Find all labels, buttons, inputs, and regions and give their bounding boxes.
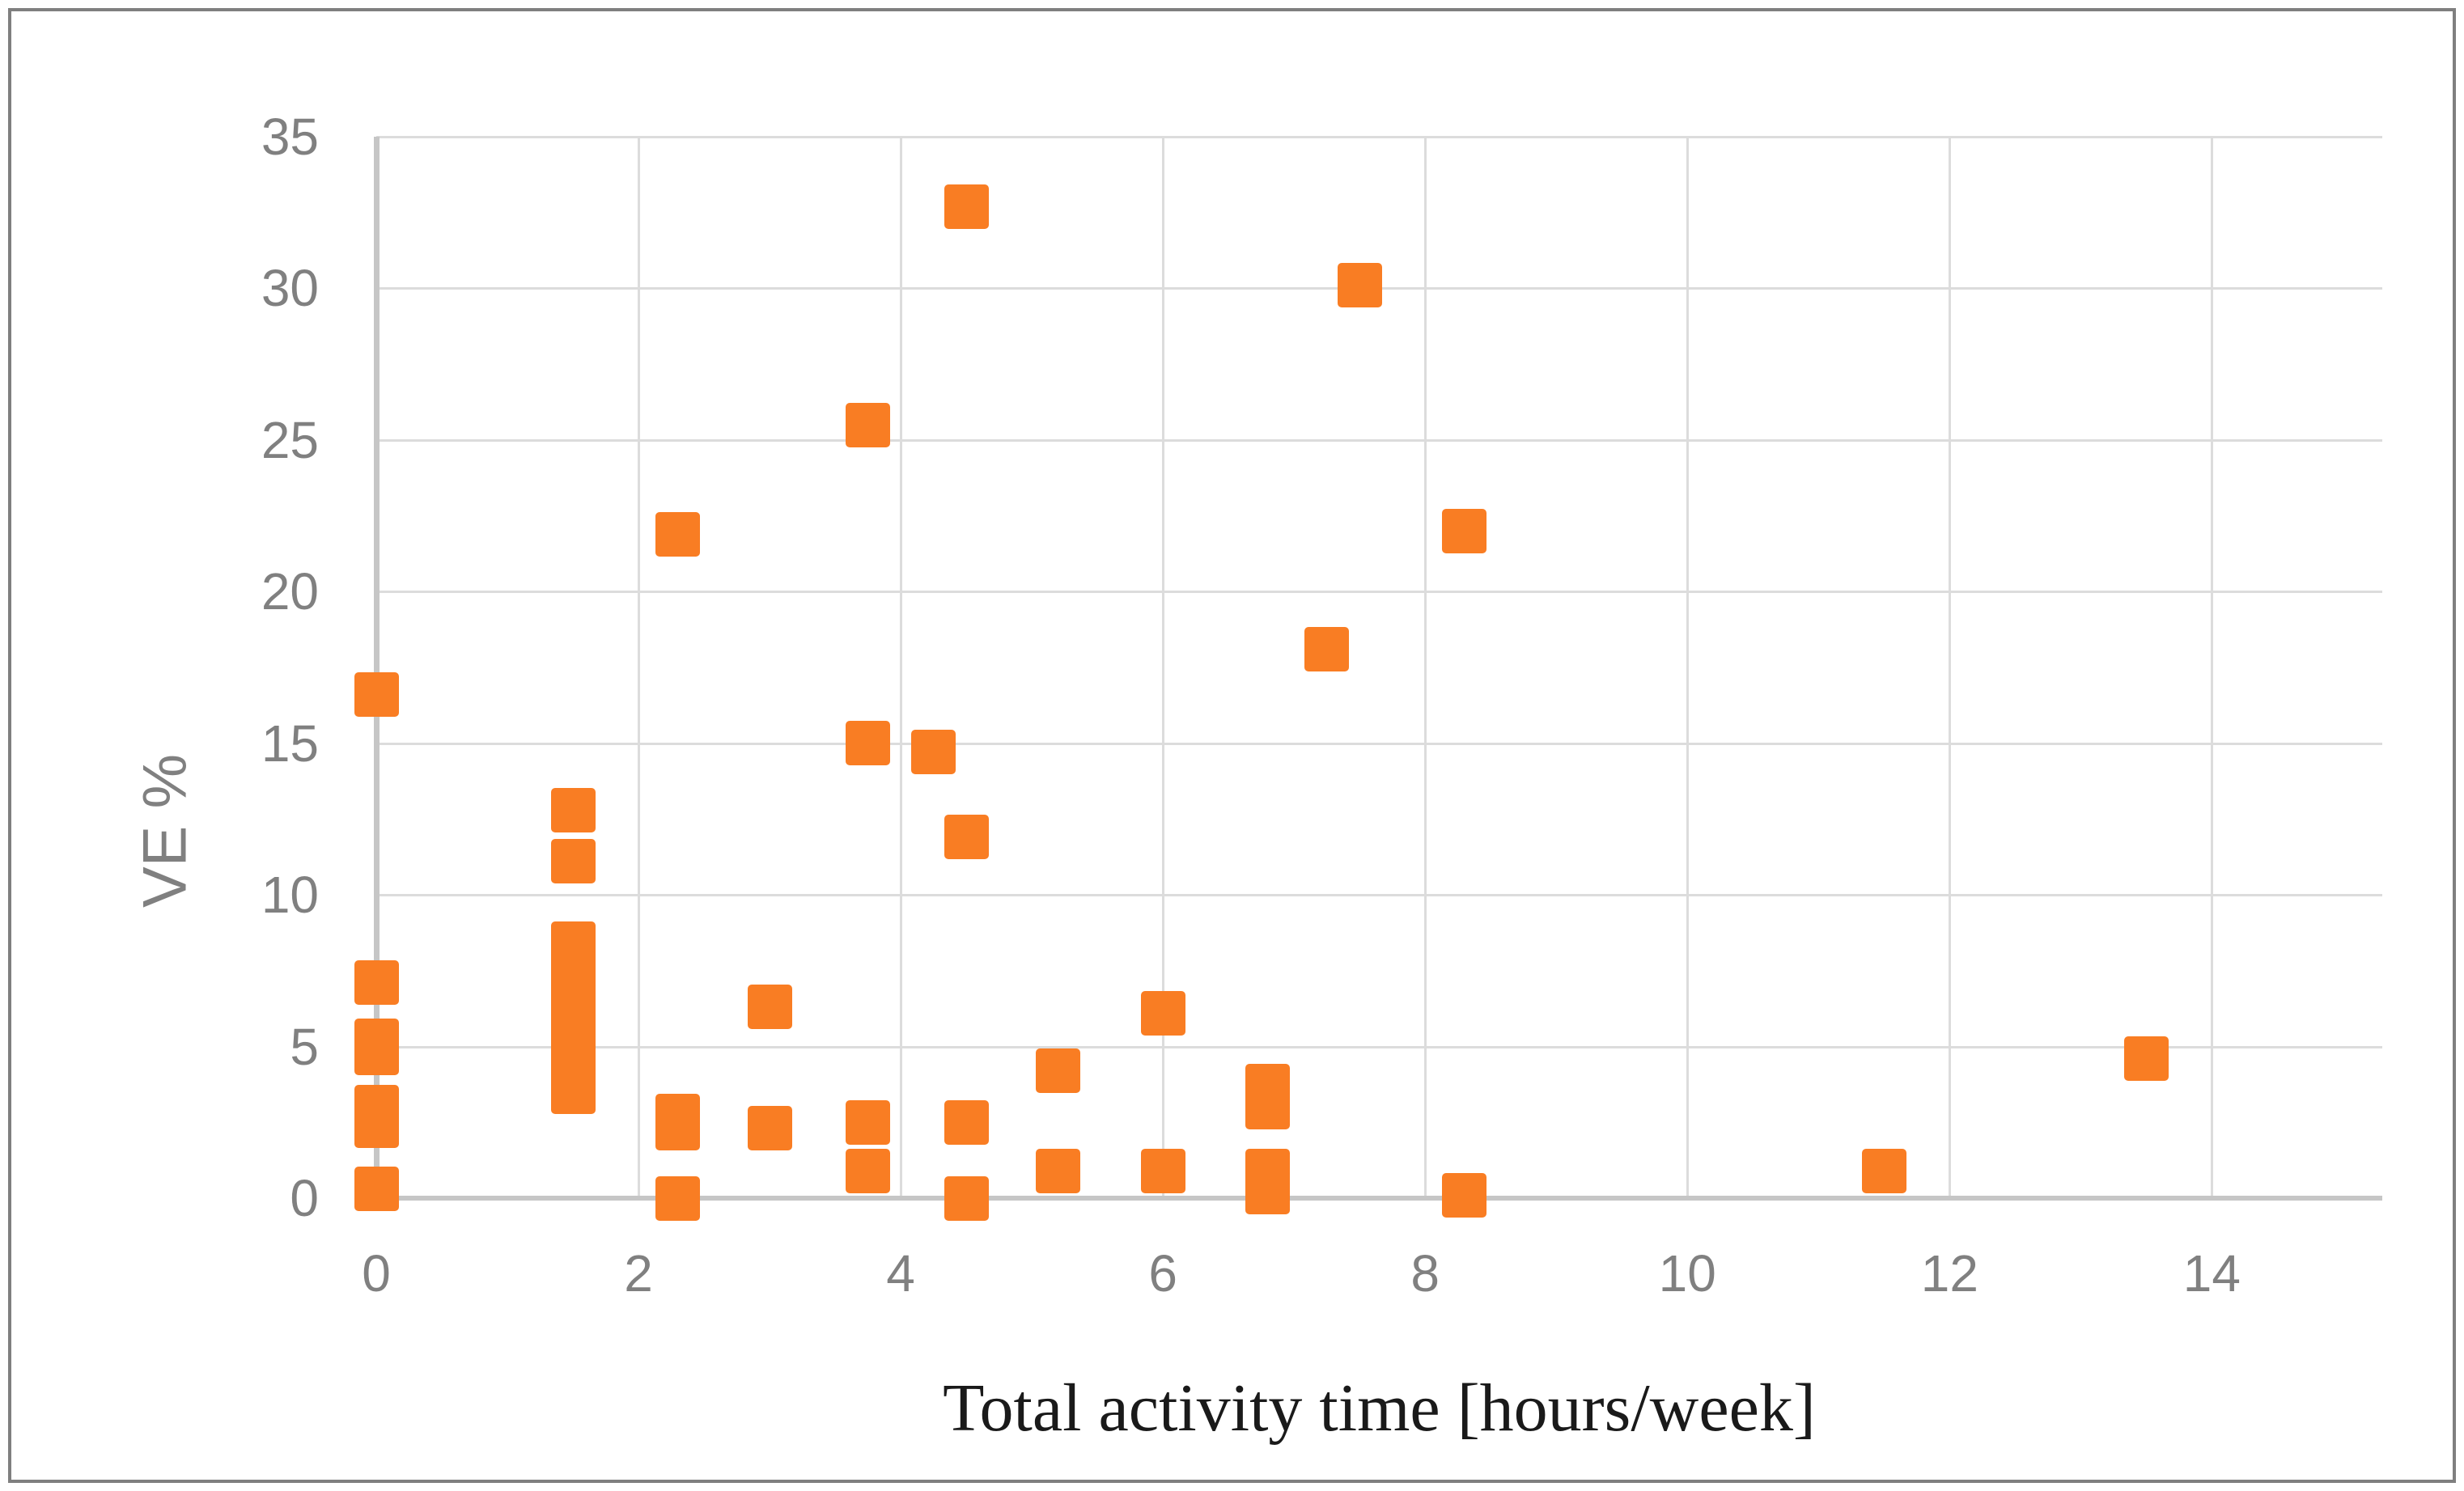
plot-area xyxy=(354,136,2382,1221)
x-tick-label: 6 xyxy=(1148,1244,1177,1303)
data-point xyxy=(550,839,596,884)
gridline-y-5 xyxy=(376,1045,2382,1048)
data-point xyxy=(550,1070,596,1115)
x-tick-label: 10 xyxy=(1658,1244,1716,1303)
gridline-x-8 xyxy=(1424,137,1427,1198)
data-point xyxy=(944,1175,989,1221)
y-tick-label: 15 xyxy=(261,714,319,773)
data-point xyxy=(1304,627,1350,671)
gridline-y-25 xyxy=(376,438,2382,442)
x-tick-label: 14 xyxy=(2182,1244,2241,1303)
data-point xyxy=(1442,508,1487,553)
y-axis-line xyxy=(374,137,380,1198)
data-point xyxy=(1442,1172,1487,1218)
gridline-y-15 xyxy=(376,742,2382,745)
data-point xyxy=(747,1106,792,1151)
data-point xyxy=(944,1099,989,1145)
data-point xyxy=(846,402,891,447)
y-tick-label: 20 xyxy=(261,562,319,621)
y-tick-label: 35 xyxy=(261,108,319,166)
y-tick-label: 10 xyxy=(261,866,319,925)
data-point xyxy=(354,960,399,1006)
data-point xyxy=(747,985,792,1030)
data-point xyxy=(1140,990,1185,1036)
data-point xyxy=(1140,1148,1185,1193)
x-tick-label: 0 xyxy=(362,1244,391,1303)
data-point xyxy=(846,721,891,766)
data-point xyxy=(655,511,701,557)
data-point xyxy=(846,1148,891,1193)
x-tick-label: 2 xyxy=(624,1244,653,1303)
gridline-x-2 xyxy=(638,137,641,1198)
x-tick-label: 8 xyxy=(1410,1244,1440,1303)
data-point xyxy=(655,1106,701,1151)
data-point xyxy=(911,730,956,775)
data-point xyxy=(354,1167,399,1212)
data-point xyxy=(1245,1085,1291,1130)
data-point xyxy=(846,1099,891,1145)
data-point xyxy=(2123,1036,2169,1082)
y-tick-label: 30 xyxy=(261,259,319,318)
gridline-x-10 xyxy=(1686,137,1690,1198)
y-tick-label: 0 xyxy=(290,1169,319,1227)
data-point xyxy=(354,1030,399,1075)
x-axis-line xyxy=(376,1196,2382,1201)
x-axis-title: Total activity time [hours/week] xyxy=(943,1370,1816,1446)
data-point xyxy=(550,787,596,832)
data-point xyxy=(1036,1048,1081,1094)
data-point xyxy=(354,1103,399,1148)
data-point xyxy=(1861,1148,1906,1193)
data-point xyxy=(1245,1170,1291,1214)
x-tick-label: 4 xyxy=(886,1244,915,1303)
data-point xyxy=(944,184,989,229)
data-point xyxy=(944,815,989,860)
y-tick-label: 25 xyxy=(261,410,319,469)
data-point xyxy=(1036,1148,1081,1193)
gridline-y-20 xyxy=(376,591,2382,594)
gridline-x-14 xyxy=(2211,137,2214,1198)
data-point xyxy=(354,672,399,718)
x-tick-label: 12 xyxy=(1920,1244,1978,1303)
data-point xyxy=(1337,263,1382,308)
gridline-y-10 xyxy=(376,894,2382,897)
data-point xyxy=(655,1175,701,1221)
gridline-y-35 xyxy=(376,136,2382,138)
y-tick-label: 5 xyxy=(290,1017,319,1076)
gridline-x-12 xyxy=(1949,137,1952,1198)
gridline-x-4 xyxy=(900,137,903,1198)
gridline-x-6 xyxy=(1162,137,1165,1198)
